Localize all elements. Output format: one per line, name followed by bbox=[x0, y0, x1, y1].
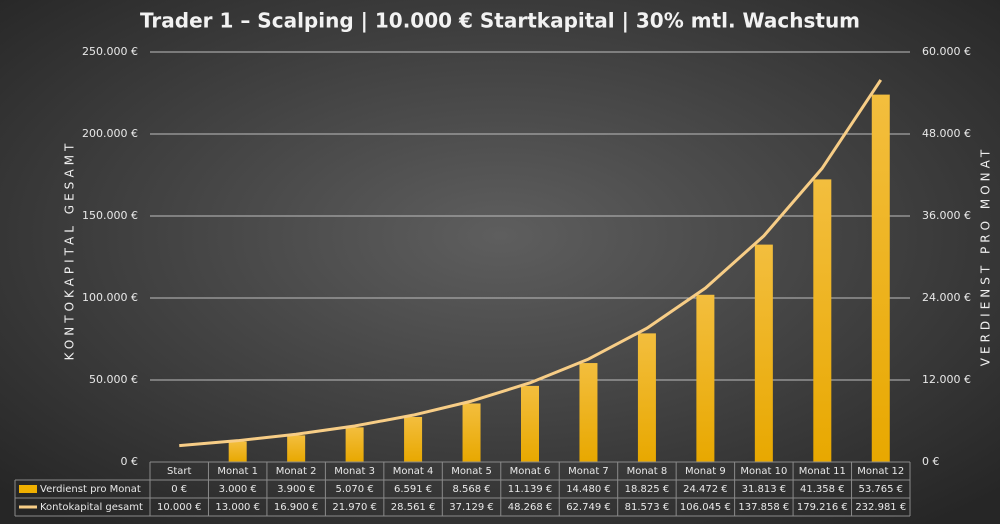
legend-label: Kontokapital gesamt bbox=[40, 502, 143, 513]
y2-tick-label: 12.000 € bbox=[922, 373, 971, 386]
table-cell: 62.749 € bbox=[566, 502, 611, 513]
bar bbox=[287, 435, 306, 462]
table-cell: 81.573 € bbox=[625, 502, 670, 513]
bar bbox=[579, 363, 598, 462]
table-cell: 232.981 € bbox=[855, 502, 906, 513]
table-cell: 16.900 € bbox=[274, 502, 319, 513]
table-cell: 48.268 € bbox=[508, 502, 553, 513]
x-tick-label: Monat 2 bbox=[276, 466, 317, 477]
y-tick-label: 250.000 € bbox=[82, 45, 138, 58]
table-cell: 21.970 € bbox=[332, 502, 377, 513]
y2-tick-label: 36.000 € bbox=[922, 209, 971, 222]
table-cell: 8.568 € bbox=[452, 484, 490, 495]
table-cell: 0 € bbox=[171, 484, 187, 495]
table-cell: 18.825 € bbox=[625, 484, 670, 495]
y2-tick-label: 48.000 € bbox=[922, 127, 971, 140]
bar bbox=[521, 385, 539, 462]
y-tick-label: 200.000 € bbox=[82, 127, 138, 140]
table-cell: 3.000 € bbox=[219, 484, 257, 495]
x-tick-label: Monat 9 bbox=[685, 466, 726, 477]
x-tick-label: Monat 10 bbox=[740, 466, 787, 477]
y2-axis-title: VERDIENST PRO MONAT bbox=[979, 146, 993, 366]
y-axis-title: KONTOKAPITAL GESAMT bbox=[63, 140, 77, 361]
x-tick-label: Monat 1 bbox=[217, 466, 258, 477]
y2-tick-label: 60.000 € bbox=[922, 45, 971, 58]
bar bbox=[871, 94, 890, 462]
table-cell: 5.070 € bbox=[336, 484, 374, 495]
bar bbox=[404, 416, 423, 462]
x-tick-label: Monat 12 bbox=[857, 466, 904, 477]
table-cell: 179.216 € bbox=[797, 502, 848, 513]
x-tick-label: Monat 6 bbox=[510, 466, 551, 477]
x-tick-label: Monat 8 bbox=[627, 466, 668, 477]
table-cell: 137.858 € bbox=[738, 502, 789, 513]
table-cell: 53.765 € bbox=[859, 484, 904, 495]
y-tick-label: 100.000 € bbox=[82, 291, 138, 304]
y2-tick-label: 0 € bbox=[922, 455, 940, 468]
table-cell: 14.480 € bbox=[566, 484, 611, 495]
x-tick-label: Start bbox=[167, 466, 192, 477]
y-tick-label: 150.000 € bbox=[82, 209, 138, 222]
x-tick-label: Monat 7 bbox=[568, 466, 609, 477]
table-cell: 11.139 € bbox=[508, 484, 553, 495]
table-cell: 31.813 € bbox=[742, 484, 787, 495]
bar bbox=[813, 179, 832, 462]
table-cell: 37.129 € bbox=[449, 502, 494, 513]
legend-swatch bbox=[19, 485, 37, 493]
x-tick-label: Monat 11 bbox=[799, 466, 846, 477]
table-cell: 13.000 € bbox=[215, 502, 260, 513]
bar bbox=[228, 441, 247, 462]
y2-tick-label: 24.000 € bbox=[922, 291, 971, 304]
y-tick-label: 0 € bbox=[121, 455, 139, 468]
table-cell: 106.045 € bbox=[680, 502, 731, 513]
bar bbox=[696, 294, 715, 462]
x-tick-label: Monat 5 bbox=[451, 466, 492, 477]
bar bbox=[754, 244, 773, 462]
bar bbox=[637, 333, 656, 462]
x-tick-label: Monat 3 bbox=[334, 466, 375, 477]
table-cell: 24.472 € bbox=[683, 484, 728, 495]
line bbox=[179, 79, 883, 448]
table-cell: 41.358 € bbox=[800, 484, 845, 495]
table-cell: 28.561 € bbox=[391, 502, 436, 513]
x-tick-label: Monat 4 bbox=[393, 466, 434, 477]
legend-label: Verdienst pro Monat bbox=[40, 484, 141, 495]
bar bbox=[345, 427, 364, 462]
table-cell: 6.591 € bbox=[394, 484, 432, 495]
y-tick-label: 50.000 € bbox=[89, 373, 138, 386]
bar bbox=[462, 403, 481, 462]
chart-title: Trader 1 – Scalping | 10.000 € Startkapi… bbox=[140, 9, 860, 33]
table-cell: 10.000 € bbox=[157, 502, 202, 513]
table-cell: 3.900 € bbox=[277, 484, 315, 495]
